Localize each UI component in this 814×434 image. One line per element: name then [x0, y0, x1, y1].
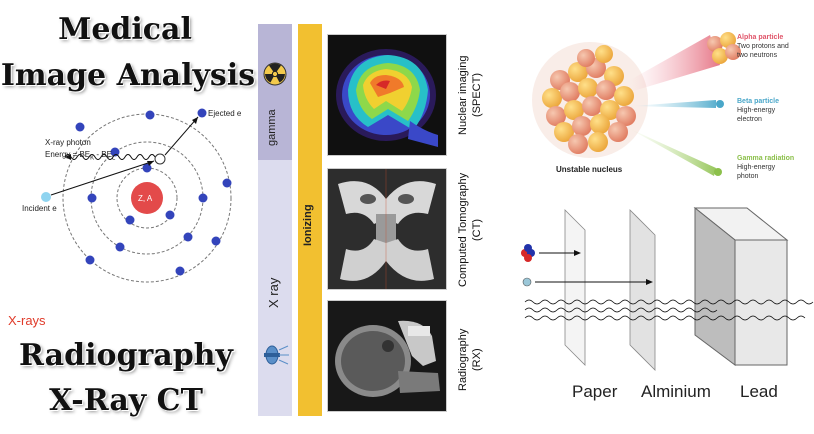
gamma-info: Gamma radiation High-energy photon: [737, 155, 795, 180]
incident-label: Incident e: [22, 204, 57, 213]
radiation-types-diagram: [532, 32, 741, 176]
atom-diagram: [41, 108, 232, 283]
title-radiography: Radiography: [19, 338, 233, 373]
modality-ct: Computed Tomography (CT): [457, 172, 483, 288]
xray-tube-icon: [264, 345, 289, 365]
rx-image: [327, 300, 447, 412]
ionizing-label: Ionizing: [302, 204, 314, 246]
gamma-name: Gamma radiation: [737, 155, 795, 162]
lead-front: [734, 239, 788, 366]
photon-label: X-ray photon: [45, 138, 91, 147]
label-paper: Paper: [572, 382, 618, 401]
shielding-diagram: [521, 206, 814, 371]
gamma-photon: [714, 168, 722, 176]
aluminium-sheet: [629, 209, 656, 371]
modality-rx: Radiography (RX): [457, 328, 483, 392]
modality-spect: Nuclear imaging (SPECT): [457, 55, 483, 135]
beta-info: Beta particle High-energy electron: [737, 98, 780, 123]
lead-side: [694, 206, 736, 366]
energy-label: Energy = BEK - BEL: [45, 150, 116, 162]
band-xray-label: X ray: [266, 277, 281, 308]
unstable-nucleus: [532, 42, 648, 158]
label-aluminium: Alminium: [641, 382, 711, 401]
radiation-icon: [263, 62, 287, 86]
alpha-name: Alpha particle: [737, 34, 784, 41]
paper-sheet: [564, 209, 586, 366]
xrays-label: X-rays: [8, 313, 46, 328]
nucleus: [131, 182, 163, 214]
alpha-info: Alpha particle Two protons and two neutro…: [737, 34, 789, 59]
label-lead: Lead: [740, 382, 778, 401]
band-gamma: [258, 24, 292, 160]
title-image-analysis: Image Analysis: [0, 58, 256, 93]
beta-name: Beta particle: [737, 98, 780, 105]
ionizing-bar: [298, 24, 322, 416]
beta-particle: [716, 100, 724, 108]
spect-image: [327, 34, 447, 156]
title-medical: Medical: [58, 12, 192, 47]
nucleus-label: Z, A: [138, 194, 153, 203]
unstable-nucleus-label: Unstable nucleus: [556, 165, 623, 174]
band-gamma-label: gamma: [266, 109, 278, 146]
alpha-particle: [707, 32, 741, 64]
band-xray: [258, 160, 292, 416]
ct-image: [327, 168, 447, 290]
ejected-label: Ejected e: [208, 109, 242, 118]
title-xray-ct: X-Ray CT: [49, 383, 203, 418]
